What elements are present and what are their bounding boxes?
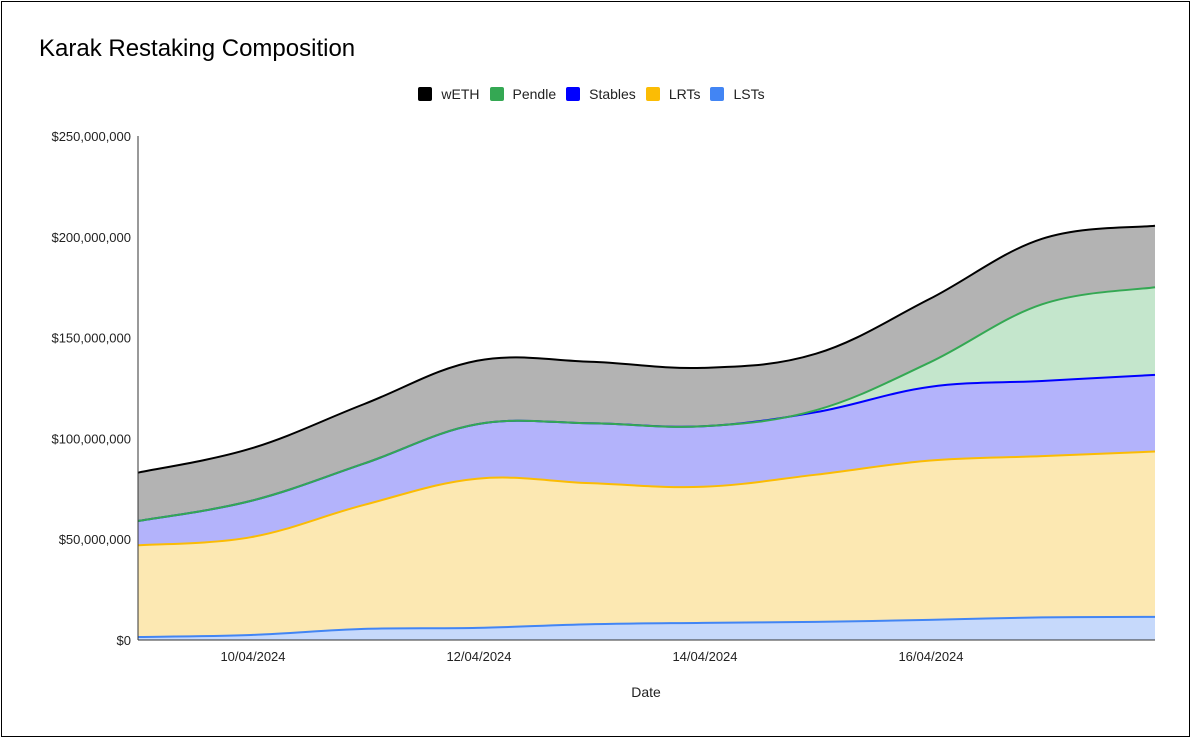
series-lines <box>137 224 1156 638</box>
x-tick-label: 16/04/2024 <box>898 649 963 664</box>
legend-swatch <box>418 87 433 101</box>
legend-swatch <box>566 87 581 101</box>
line-pendle[interactable] <box>137 286 1156 523</box>
y-tick-label: $250,000,000 <box>51 129 131 144</box>
legend-swatch <box>710 87 725 101</box>
legend-label: Pendle <box>512 86 557 102</box>
legend-item-pendle[interactable]: Pendle <box>489 86 557 102</box>
legend-label: LRTs <box>668 86 701 102</box>
legend-item-stables[interactable]: Stables <box>566 86 636 102</box>
area-layers <box>138 225 1155 640</box>
area-lsts[interactable] <box>138 616 1155 640</box>
legend-item-weth[interactable]: wETH <box>418 86 480 102</box>
y-tick-label: $150,000,000 <box>51 331 131 346</box>
chart-title: Karak Restaking Composition <box>39 35 356 62</box>
legend-swatch <box>489 87 504 101</box>
legend-label: LSTs <box>733 86 765 102</box>
line-weth[interactable] <box>137 224 1156 474</box>
legend-swatch <box>645 87 660 101</box>
y-tick-label: $100,000,000 <box>51 431 131 446</box>
line-lsts[interactable] <box>137 615 1156 638</box>
x-tick-label: 10/04/2024 <box>220 649 285 664</box>
x-axis-title: Date <box>631 684 661 700</box>
x-tick-labels: 10/04/2024 12/04/2024 14/04/2024 16/04/2024 <box>220 649 963 664</box>
y-tick-label: $200,000,000 <box>51 230 131 245</box>
x-tick-label: 12/04/2024 <box>446 649 511 664</box>
area-weth[interactable] <box>138 225 1155 522</box>
legend-label: wETH <box>441 86 480 102</box>
legend-label: Stables <box>589 86 636 102</box>
y-tick-label: $0 <box>117 633 131 648</box>
legend-item-lsts[interactable]: LSTs <box>710 86 765 102</box>
legend-item-lrts[interactable]: LRTs <box>645 86 701 102</box>
area-stables[interactable] <box>138 374 1155 546</box>
y-tick-labels: $0 $50,000,000 $100,000,000 $150,000,000 $20… <box>51 129 131 648</box>
line-lrts[interactable] <box>137 450 1156 547</box>
x-tick-label: 14/04/2024 <box>672 649 737 664</box>
y-tick-label: $50,000,000 <box>59 532 131 547</box>
area-pendle[interactable] <box>138 287 1155 522</box>
chart-legend: wETH Pendle Stables LRTs LSTs <box>0 86 1193 102</box>
